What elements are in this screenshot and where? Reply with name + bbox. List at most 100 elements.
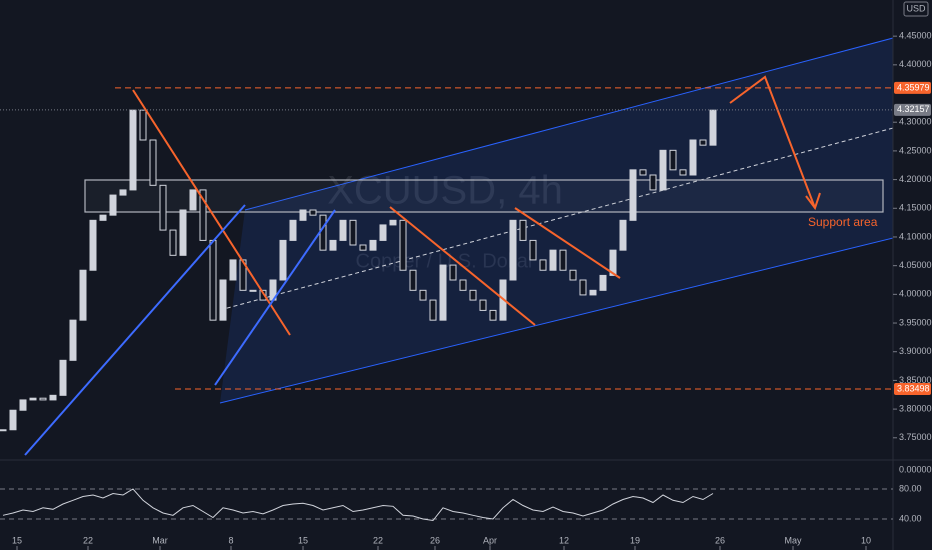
candle xyxy=(509,219,517,281)
candle xyxy=(629,169,637,221)
price-tag-label: 3.83498 xyxy=(897,383,930,393)
candle xyxy=(69,319,77,361)
y-tick-label: 3.80000 xyxy=(899,403,932,413)
x-tick-label: 8 xyxy=(228,535,233,545)
candle xyxy=(479,299,487,311)
trend-line xyxy=(389,206,536,326)
candle xyxy=(89,219,97,271)
trend-line xyxy=(214,209,336,386)
candle xyxy=(409,269,417,291)
y-tick-label: 4.00000 xyxy=(899,289,932,299)
rsi-line xyxy=(2,488,714,522)
candle xyxy=(469,289,477,301)
price-tag-label: 4.32157 xyxy=(897,104,930,114)
candle xyxy=(279,239,287,281)
channel-lower xyxy=(219,237,894,404)
candle xyxy=(369,239,377,251)
arrow-head xyxy=(805,192,821,211)
candle xyxy=(579,279,587,296)
candle xyxy=(119,189,127,196)
candle xyxy=(559,249,567,271)
x-tick-label: 15 xyxy=(298,535,308,545)
candle xyxy=(359,244,367,251)
x-tick-label: 22 xyxy=(83,535,93,545)
x-tick-label: 26 xyxy=(430,535,440,545)
candle xyxy=(399,219,407,271)
channel-fill xyxy=(220,38,893,403)
y-tick-label: 3.85000 xyxy=(899,375,932,385)
candle xyxy=(349,219,357,246)
candle xyxy=(609,249,617,276)
candle xyxy=(599,274,607,291)
candle xyxy=(229,259,237,281)
y-tick-label: 4.40000 xyxy=(899,59,932,69)
y-tick-label: 4.30000 xyxy=(899,117,932,127)
y-tick-label: 4.05000 xyxy=(899,260,932,270)
y-tick-label: 3.75000 xyxy=(899,432,932,442)
y-tick-label: 4.20000 xyxy=(899,174,932,184)
trend-line xyxy=(24,204,246,456)
candle xyxy=(639,169,647,176)
y-tick-label: 4.45000 xyxy=(899,31,932,41)
candle xyxy=(519,219,527,241)
x-tick-label: 19 xyxy=(630,535,640,545)
candle xyxy=(299,209,307,221)
candle xyxy=(209,239,217,321)
x-tick-label: 10 xyxy=(861,535,871,545)
candle xyxy=(539,259,547,271)
x-tick-label: May xyxy=(784,535,802,545)
candle xyxy=(569,269,577,281)
y-tick-label: 4.25000 xyxy=(899,145,932,155)
currency-badge xyxy=(903,1,929,17)
candle xyxy=(99,214,107,221)
x-tick-label: 26 xyxy=(715,535,725,545)
candle xyxy=(709,109,717,146)
candle xyxy=(9,409,17,431)
candle xyxy=(59,359,67,396)
candle xyxy=(19,399,27,411)
x-tick-label: Apr xyxy=(483,535,497,545)
candle xyxy=(589,289,597,296)
x-tick-label: 12 xyxy=(559,535,569,545)
candle xyxy=(249,289,257,292)
candle xyxy=(109,194,117,216)
candle xyxy=(309,209,317,216)
candle xyxy=(199,189,207,241)
candle xyxy=(449,264,457,281)
rsi-top-label: 0.00000 xyxy=(899,464,932,474)
candle xyxy=(489,309,497,321)
candle xyxy=(129,109,137,191)
candle xyxy=(619,219,627,251)
candle xyxy=(289,219,297,241)
price-tag xyxy=(894,383,931,396)
candle xyxy=(389,219,397,226)
watermark-symbol: XCUUSD, 4h xyxy=(327,169,563,213)
candle xyxy=(0,429,7,432)
candle xyxy=(529,239,537,261)
y-tick-label: 3.90000 xyxy=(899,346,932,356)
y-tick-label: 3.95000 xyxy=(899,317,932,327)
candle xyxy=(159,184,167,231)
candle xyxy=(39,397,47,401)
currency: USD xyxy=(906,3,926,13)
candle xyxy=(649,174,657,191)
candle xyxy=(259,289,267,301)
trend-line xyxy=(514,207,621,279)
y-tick-label: 4.10000 xyxy=(899,231,932,241)
candle xyxy=(169,229,177,256)
candle xyxy=(179,209,187,256)
candle xyxy=(689,139,697,176)
candle xyxy=(429,299,437,321)
candles xyxy=(0,109,717,432)
candle xyxy=(659,149,667,191)
candle xyxy=(189,189,197,211)
projection-arrow xyxy=(729,75,816,209)
candle xyxy=(139,109,147,141)
channel-upper xyxy=(244,37,894,211)
candle xyxy=(379,224,387,241)
x-tick-label: 22 xyxy=(373,535,383,545)
candle xyxy=(79,269,87,321)
x-tick-label: Mar xyxy=(152,535,168,545)
